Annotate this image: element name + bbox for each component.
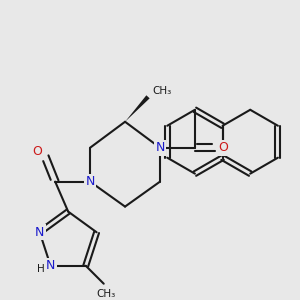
Text: N: N	[46, 259, 55, 272]
Text: N: N	[35, 226, 44, 239]
Text: H: H	[37, 264, 44, 274]
Text: N: N	[85, 175, 95, 188]
Text: N: N	[155, 141, 165, 154]
Text: CH₃: CH₃	[96, 289, 115, 299]
Text: O: O	[32, 145, 42, 158]
Text: CH₃: CH₃	[152, 86, 171, 96]
Text: O: O	[218, 141, 228, 154]
Polygon shape	[125, 95, 150, 122]
